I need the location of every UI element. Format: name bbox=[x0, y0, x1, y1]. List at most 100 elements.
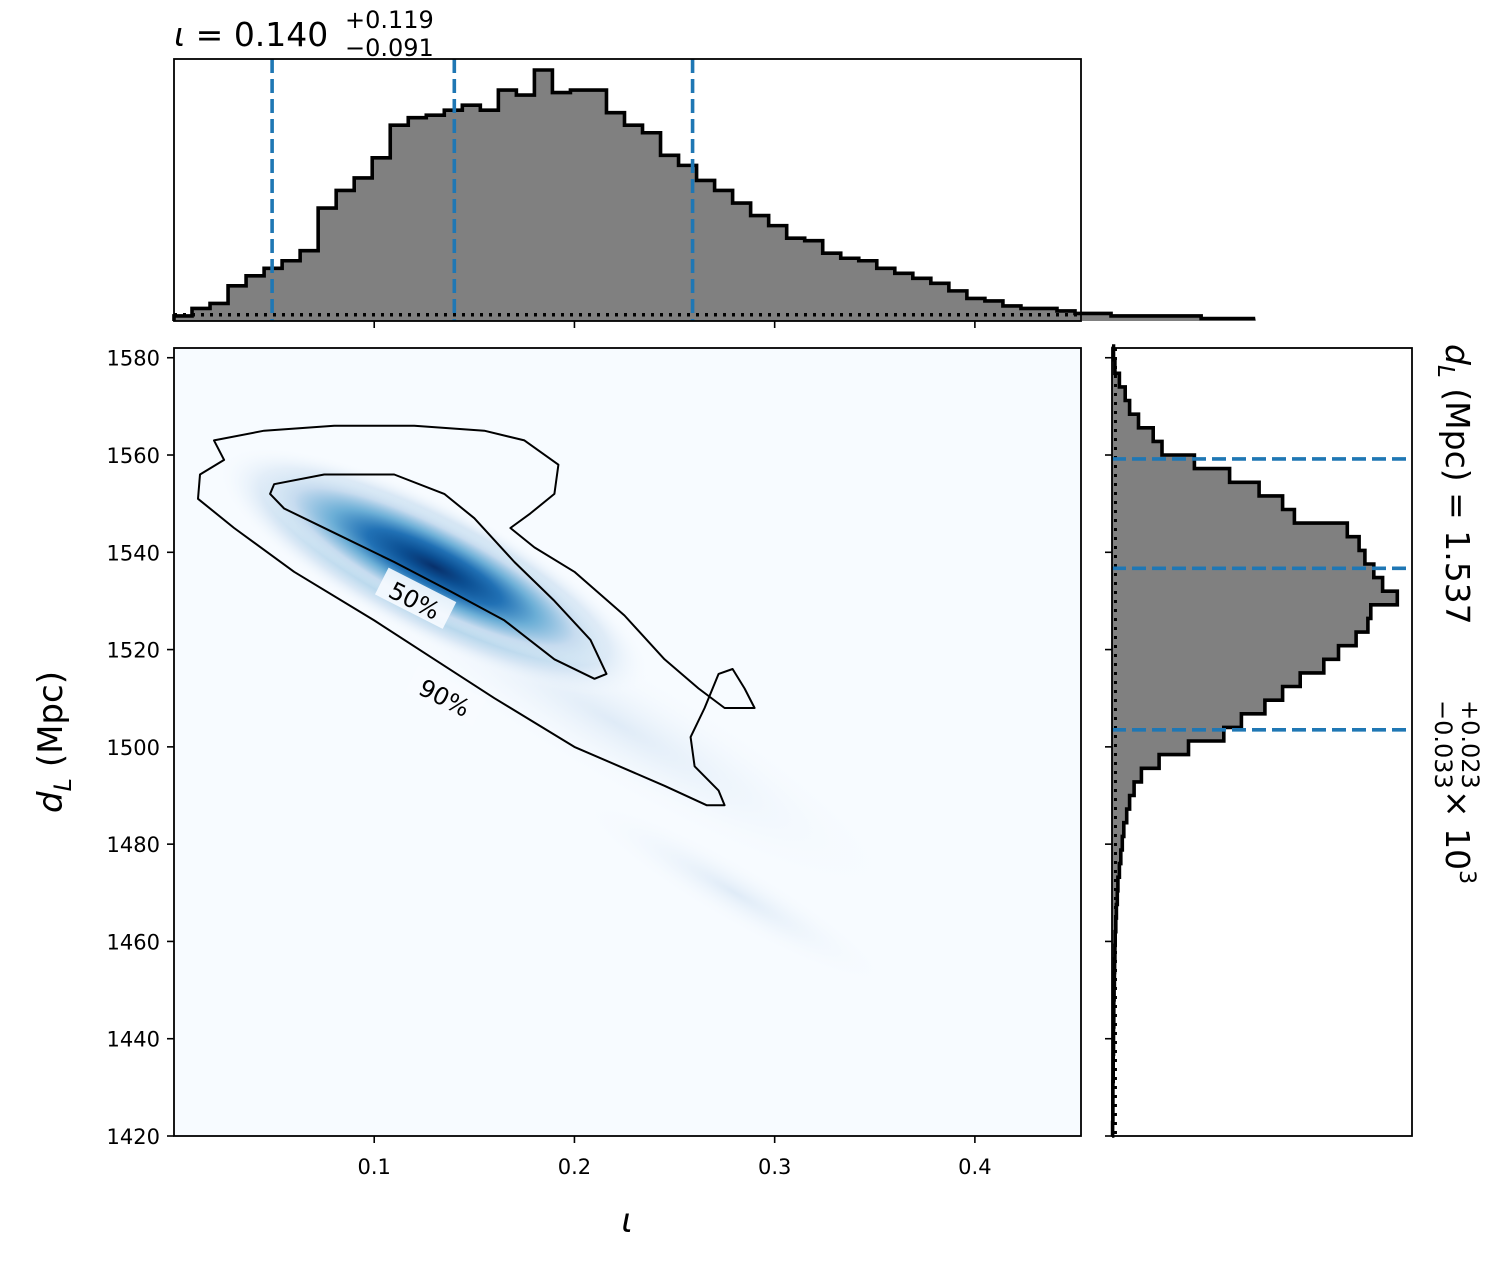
right-y-ticks bbox=[1105, 356, 1112, 1137]
right-panel-label: dL (Mpc) = 1.537 bbox=[1432, 344, 1477, 625]
histogram-bar bbox=[534, 70, 554, 321]
histogram-bar bbox=[1112, 591, 1398, 606]
histogram-bar bbox=[768, 225, 788, 321]
histogram-bar bbox=[1112, 877, 1118, 892]
y-tick-label: 1520 bbox=[107, 639, 160, 663]
histogram-bar bbox=[930, 283, 950, 321]
histogram-bar bbox=[462, 105, 481, 321]
y-label-main: d bbox=[31, 791, 71, 813]
right-label-rest: (Mpc) = 1.537 bbox=[1438, 378, 1477, 625]
y-label-sub: L bbox=[49, 778, 77, 791]
histogram-bar bbox=[876, 268, 896, 321]
histogram-bar bbox=[1112, 427, 1154, 442]
y-tick-label: 1540 bbox=[107, 541, 160, 565]
histogram-bar bbox=[390, 125, 409, 321]
histogram-bar bbox=[1112, 632, 1357, 647]
histogram-bar bbox=[588, 90, 608, 321]
histogram-bar bbox=[174, 315, 193, 321]
x-tick-label: 0.4 bbox=[958, 1155, 991, 1179]
histogram-bar bbox=[1112, 768, 1142, 783]
histogram-bar bbox=[1112, 781, 1135, 797]
x-tick-label: 0.1 bbox=[358, 1155, 391, 1179]
histogram-bar bbox=[570, 90, 590, 321]
joint-y-ticks: 1420 1440 1460 1480 1500 1520 1540 1560 1580 bbox=[107, 347, 174, 1149]
histogram-bar bbox=[714, 190, 734, 321]
histogram-bar bbox=[804, 240, 824, 321]
histogram-bar bbox=[1129, 315, 1148, 321]
histogram-outline bbox=[172, 68, 1256, 321]
histogram-bar bbox=[1112, 482, 1260, 497]
y-axis-label: dL (Mpc) bbox=[31, 671, 77, 813]
y-tick-label: 1580 bbox=[107, 347, 160, 371]
histogram-bar bbox=[1112, 495, 1283, 511]
histogram-bar bbox=[984, 300, 1004, 321]
histogram-bar bbox=[894, 273, 914, 321]
histogram-bar bbox=[732, 203, 752, 321]
histogram-bar bbox=[1112, 700, 1265, 715]
histogram-bar bbox=[354, 177, 373, 321]
histogram-bar bbox=[300, 250, 319, 321]
histogram-bar bbox=[210, 303, 229, 321]
histogram-bar bbox=[246, 275, 265, 321]
histogram-bar bbox=[1111, 315, 1130, 321]
histogram-bar bbox=[1112, 672, 1301, 688]
title-symbol: ι bbox=[174, 15, 185, 54]
title-equals: = bbox=[185, 15, 234, 54]
title-median: 0.140 bbox=[234, 15, 328, 54]
histogram-bar bbox=[1165, 315, 1184, 321]
histogram-bar bbox=[408, 117, 427, 321]
histogram-bar bbox=[1183, 315, 1202, 321]
top-marginal-panel: ι = 0.140 +0.119 −0.091 bbox=[172, 6, 1256, 328]
contour-50-line bbox=[269, 473, 608, 680]
histogram-bar bbox=[1112, 918, 1116, 933]
histogram-bar bbox=[1112, 741, 1189, 756]
histogram-bar bbox=[1112, 645, 1339, 660]
histogram-bar bbox=[1147, 315, 1166, 321]
histogram-bar bbox=[1112, 659, 1324, 674]
histogram-bar bbox=[1112, 468, 1230, 483]
histogram-bar bbox=[696, 180, 716, 321]
right-label-multiplier: × 103 bbox=[1438, 790, 1479, 884]
histogram-bar bbox=[1112, 550, 1365, 565]
histogram-bar bbox=[1112, 618, 1368, 633]
histogram-bar bbox=[318, 208, 337, 321]
histogram-bar bbox=[606, 112, 626, 321]
histogram-bar bbox=[552, 92, 572, 321]
histogram-bar bbox=[858, 260, 878, 321]
histogram-outline bbox=[1110, 344, 1400, 1138]
histogram-bar bbox=[1112, 563, 1374, 579]
histogram-bar bbox=[264, 268, 283, 321]
title-lower-error: −0.091 bbox=[345, 34, 434, 62]
histogram-bar bbox=[228, 285, 247, 321]
histogram-bar bbox=[822, 253, 842, 321]
histogram-bar bbox=[1112, 441, 1162, 456]
y-tick-label: 1440 bbox=[107, 1028, 160, 1052]
histogram-bar bbox=[516, 95, 535, 321]
histogram-bar bbox=[1112, 849, 1121, 865]
y-tick-label: 1420 bbox=[107, 1125, 160, 1149]
histogram-bar bbox=[1112, 604, 1371, 620]
right-label-main: d bbox=[1438, 344, 1477, 366]
right-label-times: × 10 bbox=[1438, 790, 1477, 870]
top-histogram bbox=[172, 68, 1256, 322]
density-core bbox=[259, 468, 610, 666]
histogram-bar bbox=[1112, 822, 1124, 837]
right-histogram bbox=[1110, 344, 1400, 1138]
title-upper-error: +0.119 bbox=[345, 6, 434, 34]
top-panel-title: ι = 0.140 bbox=[174, 15, 328, 54]
density-heatmap bbox=[218, 447, 902, 987]
histogram-bar bbox=[282, 260, 301, 321]
x-tick-label: 0.3 bbox=[758, 1155, 791, 1179]
joint-panel-frame bbox=[173, 347, 1082, 1137]
histogram-bar bbox=[1112, 509, 1295, 524]
histogram-bar bbox=[480, 110, 499, 321]
right-quantile-lines bbox=[1112, 457, 1412, 732]
y-tick-label: 1480 bbox=[107, 833, 160, 857]
histogram-bar bbox=[624, 125, 644, 321]
credible-contours bbox=[197, 424, 756, 807]
histogram-bar bbox=[498, 90, 517, 321]
right-label-exponent: 3 bbox=[1454, 870, 1479, 884]
histogram-bar bbox=[1112, 809, 1127, 824]
histogram-bar bbox=[1112, 414, 1139, 429]
